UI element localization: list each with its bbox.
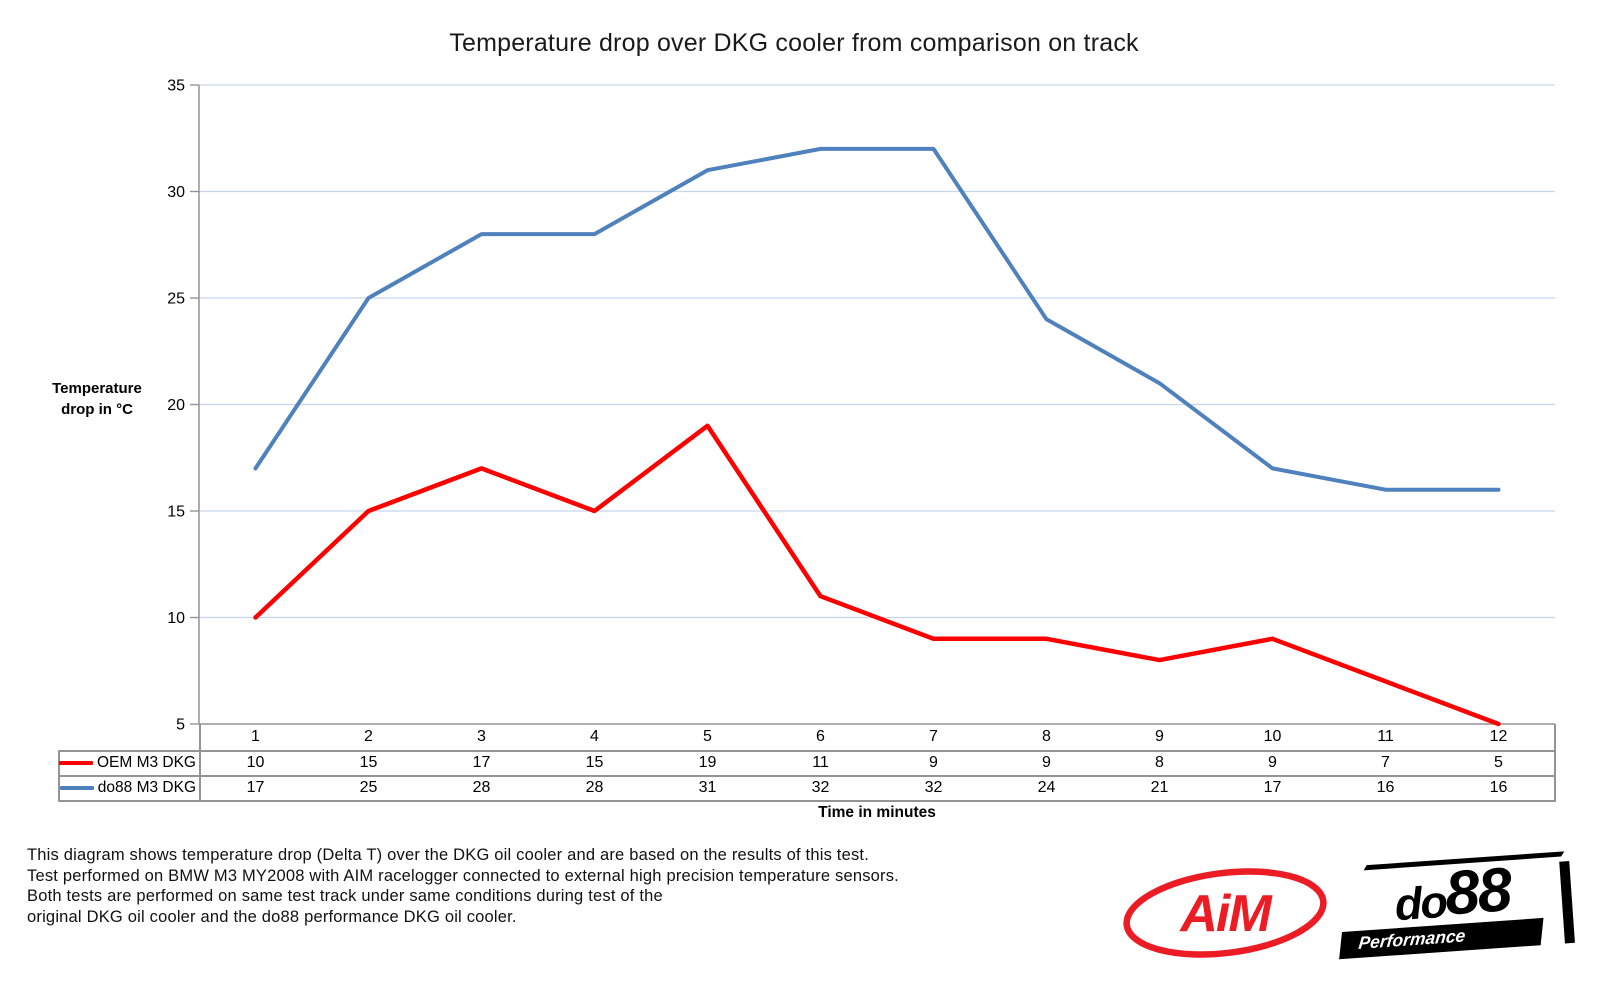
y-axis-label: Temperature drop in °C	[38, 378, 156, 420]
do88-logo-box: do 88 Performance	[1337, 855, 1575, 960]
x-category-label: 2	[364, 728, 373, 745]
do88-logo-do: do	[1393, 875, 1448, 931]
value-cell: 25	[359, 778, 378, 796]
value-cell: 9	[1042, 753, 1051, 771]
x-labels-row: 1 2 3 4 5 6 7 8 9 10 11 12	[199, 724, 1555, 750]
legend-swatch-oem	[58, 760, 93, 765]
chart-title: Temperature drop over DKG cooler from co…	[449, 29, 1139, 57]
y-tick-label: 25	[167, 291, 185, 308]
aim-logo-text: AiM	[1178, 885, 1273, 943]
value-cell: 17	[1263, 778, 1282, 796]
footer-line: Both tests are performed on same test tr…	[27, 887, 663, 906]
series-line-0	[253, 423, 1501, 727]
value-cell: 9	[1268, 753, 1277, 771]
aim-logo: AiM	[1123, 868, 1327, 958]
value-cell: 7	[1381, 753, 1390, 771]
x-category-label: 10	[1263, 728, 1282, 745]
table-border	[1554, 724, 1556, 801]
y-tick-label: 30	[167, 184, 185, 201]
value-cell: 16	[1489, 778, 1508, 796]
table-border	[58, 750, 1556, 752]
x-category-label: 1	[251, 728, 260, 745]
footer-line: Test performed on BMW M3 MY2008 with AIM…	[27, 866, 899, 885]
footer-line: original DKG oil cooler and the do88 per…	[27, 907, 517, 926]
legend-label-oem: OEM M3 DKG	[96, 753, 196, 771]
value-cell: 28	[585, 778, 604, 796]
y-axis-label-line2: drop in °C	[61, 401, 133, 418]
x-category-label: 6	[816, 728, 825, 745]
y-axis-label-line1: Temperature	[52, 380, 142, 397]
x-category-label: 11	[1377, 728, 1394, 745]
series-values-0: 10 15 17 15 19 11 9 9 8 9 7 5	[199, 750, 1555, 775]
y-tick-label: 20	[167, 397, 185, 414]
value-cell: 15	[359, 753, 378, 771]
value-cell: 17	[246, 778, 265, 796]
x-category-label: 9	[1155, 728, 1164, 745]
x-category-label: 5	[703, 728, 712, 745]
footer-description: This diagram shows temperature drop (Del…	[27, 845, 1087, 927]
legend-oem: OEM M3 DKG	[58, 750, 199, 775]
value-cell: 21	[1150, 778, 1169, 796]
aim-logo-ellipse	[1123, 868, 1327, 958]
value-cell: 16	[1376, 778, 1395, 796]
value-cell: 32	[924, 778, 943, 796]
y-tick-label: 15	[167, 504, 185, 521]
x-category-label: 12	[1489, 728, 1508, 745]
value-cell: 28	[472, 778, 491, 796]
legend-label-do88: do88 M3 DKG	[97, 778, 196, 796]
x-category-label: 7	[929, 728, 938, 745]
value-cell: 19	[698, 753, 717, 771]
value-cell: 17	[472, 753, 491, 771]
table-border	[199, 724, 201, 801]
value-cell: 8	[1155, 753, 1164, 771]
value-cell: 15	[585, 753, 604, 771]
x-axis-label: Time in minutes	[818, 804, 936, 821]
value-cell: 31	[698, 778, 717, 796]
table-border	[58, 800, 1556, 802]
value-cell: 10	[246, 753, 265, 771]
legend-do88: do88 M3 DKG	[58, 775, 199, 800]
series-values-1: 17 25 28 28 31 32 32 24 21 17 16 16	[199, 775, 1555, 800]
series-line-1	[253, 146, 1501, 492]
value-cell: 24	[1037, 778, 1056, 796]
value-cell: 5	[1494, 753, 1503, 771]
table-border	[58, 775, 1556, 777]
table-border	[58, 750, 60, 801]
value-cell: 32	[811, 778, 830, 796]
do88-logo-88: 88	[1442, 855, 1513, 929]
footer-line: This diagram shows temperature drop (Del…	[27, 846, 869, 864]
value-cell: 11	[812, 753, 829, 771]
x-category-label: 4	[590, 728, 599, 745]
x-category-label: 3	[477, 728, 486, 745]
do88-logo: do 88 Performance	[1337, 851, 1575, 960]
value-cell: 9	[929, 753, 938, 771]
y-tick-label: 10	[167, 610, 185, 627]
y-tick-label: 5	[176, 717, 185, 734]
x-category-label: 8	[1042, 728, 1051, 745]
y-tick-label: 35	[167, 78, 185, 95]
do88-logo-text: do 88	[1346, 855, 1559, 931]
plot-area: 5 10 15 20 25 30 35	[167, 78, 1555, 734]
legend-swatch-do88	[59, 785, 94, 790]
